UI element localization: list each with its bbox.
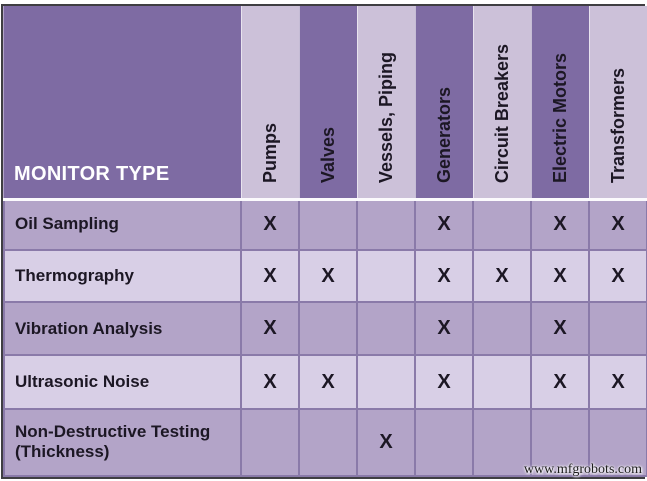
column-header-label: Electric Motors: [550, 53, 570, 184]
mark-cell: X: [240, 301, 300, 357]
table-row-oil-sampling: Oil Sampling X X X X: [3, 198, 647, 251]
row-label: Thermography: [3, 248, 242, 304]
mark-cell: [356, 354, 416, 410]
mark-cell: [472, 407, 532, 478]
mark-cell: X: [414, 198, 474, 251]
mark-cell: X: [588, 198, 647, 251]
table-row-non-destructive-testing: Non-Destructive Testing (Thickness) X: [3, 407, 647, 478]
mark-cell: X: [530, 198, 590, 251]
mark-cell: [588, 301, 647, 357]
mark-cell: [240, 407, 300, 478]
mark-cell: [356, 198, 416, 251]
column-header-valves: Valves: [298, 6, 357, 201]
column-header-transformers: Transformers: [588, 6, 647, 201]
table-row-vibration-analysis: Vibration Analysis X X X: [3, 301, 647, 357]
column-header-vessels-piping: Vessels, Piping: [356, 6, 415, 201]
column-header-label: Transformers: [608, 68, 629, 184]
column-header-generators: Generators: [414, 6, 473, 201]
mark-cell: [298, 301, 358, 357]
monitor-type-table: MONITOR TYPE Pumps Valves Vessels, Pipin…: [3, 6, 647, 478]
column-header-label: Vessels, Piping: [376, 52, 396, 184]
row-label: Non-Destructive Testing (Thickness): [3, 407, 242, 478]
corner-header-monitor-type: MONITOR TYPE: [4, 6, 241, 201]
mark-cell: [472, 301, 532, 357]
column-header-label: Generators: [434, 87, 454, 184]
column-header-label: Circuit Breakers: [492, 44, 512, 184]
mark-cell: X: [588, 248, 647, 304]
column-header-circuit-breakers: Circuit Breakers: [472, 6, 531, 201]
mark-cell: [472, 354, 532, 410]
mark-cell: [356, 248, 416, 304]
table-header: MONITOR TYPE Pumps Valves Vessels, Pipin…: [4, 6, 647, 201]
row-label: Ultrasonic Noise: [3, 354, 242, 410]
table-row-thermography: Thermography X X X X X X: [3, 248, 647, 304]
mark-cell: X: [240, 248, 300, 304]
monitor-type-table-frame: MONITOR TYPE Pumps Valves Vessels, Pipin…: [1, 4, 647, 479]
mark-cell: [530, 407, 590, 478]
mark-cell: X: [530, 301, 590, 357]
mark-cell: X: [472, 248, 532, 304]
mark-cell: [588, 407, 647, 478]
mark-cell: X: [530, 354, 590, 410]
column-header-label: Valves: [318, 127, 338, 184]
column-header-label: Pumps: [260, 123, 280, 184]
mark-cell: [356, 301, 416, 357]
watermark: www.mfgrobots.com: [523, 462, 642, 477]
column-header-electric-motors: Electric Motors: [530, 6, 589, 201]
mark-cell: X: [414, 301, 474, 357]
mark-cell: X: [240, 198, 300, 251]
mark-cell: [414, 407, 474, 478]
mark-cell: X: [530, 248, 590, 304]
table-row-ultrasonic-noise: Ultrasonic Noise X X X X X: [3, 354, 647, 410]
mark-cell: X: [414, 248, 474, 304]
mark-cell: [298, 198, 358, 251]
row-label: Oil Sampling: [3, 198, 242, 251]
row-label: Vibration Analysis: [3, 301, 242, 357]
mark-cell: X: [240, 354, 300, 410]
mark-cell: X: [414, 354, 474, 410]
mark-cell: X: [356, 407, 416, 478]
table-body: Oil Sampling X X X X Thermography X X X …: [3, 198, 647, 478]
mark-cell: [298, 407, 358, 478]
mark-cell: X: [588, 354, 647, 410]
header-row: MONITOR TYPE Pumps Valves Vessels, Pipin…: [4, 6, 647, 201]
column-header-pumps: Pumps: [240, 6, 299, 201]
mark-cell: X: [298, 354, 358, 410]
mark-cell: [472, 198, 532, 251]
mark-cell: X: [298, 248, 358, 304]
